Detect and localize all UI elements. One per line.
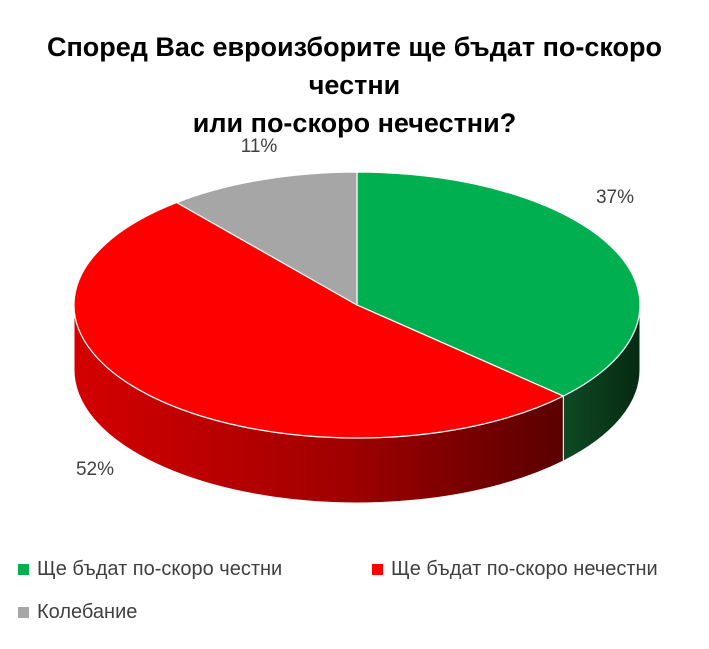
data-label-unfair: 52%: [76, 459, 114, 480]
pie-slice-fair: [356, 171, 641, 397]
pie-tops: [73, 171, 641, 439]
pie-chart: 37% 52% 11%: [73, 136, 641, 504]
legend-item-unfair: Ще бъдат по-скоро нечестни: [372, 558, 658, 581]
legend-label-fair: Ще бъдат по-скоро честни: [37, 558, 283, 580]
chart-title-line-2: или по-скоро нечестни?: [192, 108, 517, 138]
legend-item-fair: Ще бъдат по-скоро честни: [18, 558, 282, 581]
legend-swatch-fair: [18, 564, 29, 575]
legend-label-unfair: Ще бъдат по-скоро нечестни: [391, 558, 658, 580]
chart-title-line-1: Според Вас евроизборите ще бъдат по-скор…: [46, 32, 663, 100]
chart-title: Според Вас евроизборите ще бъдат по-скор…: [0, 28, 709, 142]
legend-swatch-hesitation: [18, 607, 29, 618]
pie-labels: 37% 52% 11%: [76, 136, 634, 480]
legend-label-hesitation: Колебание: [37, 601, 138, 623]
legend-swatch-unfair: [372, 564, 383, 575]
pie-slice-unfair: [73, 201, 565, 439]
pie-slice-hesitation: [175, 171, 358, 307]
legend-item-hesitation: Колебание: [18, 601, 137, 624]
data-label-hesitation: 11%: [241, 136, 278, 157]
data-label-fair: 37%: [596, 187, 634, 208]
